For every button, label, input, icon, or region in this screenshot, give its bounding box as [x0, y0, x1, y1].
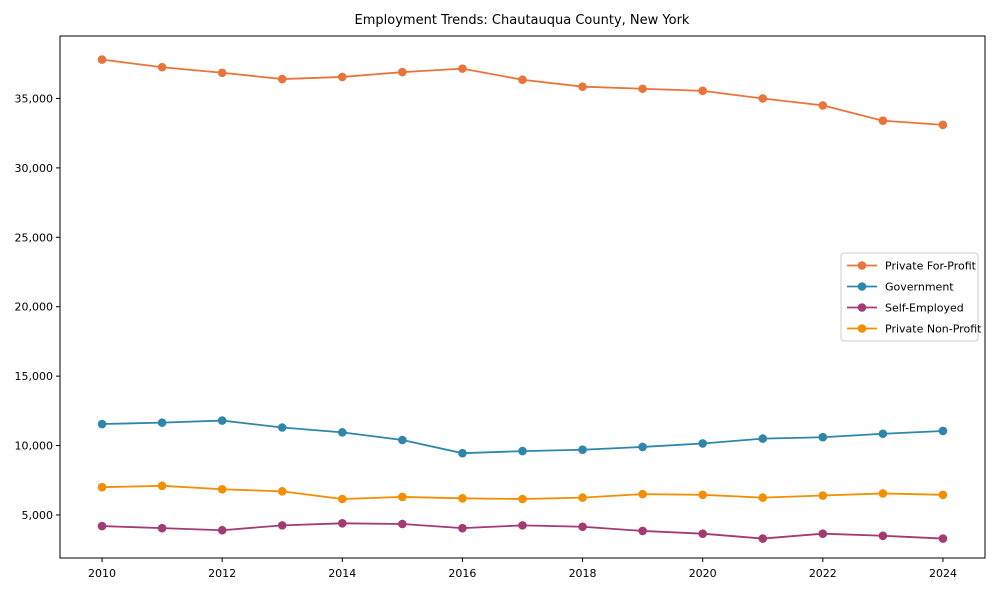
series-marker-private-for-profit [157, 62, 167, 72]
series-marker-private-for-profit [878, 116, 888, 125]
series-marker-self-employed [638, 526, 647, 536]
y-tick-label: 5,000 [22, 509, 54, 522]
legend-label-government: Government [885, 281, 954, 294]
chart-title: Employment Trends: Chautauqua County, Ne… [355, 13, 690, 28]
series-marker-private-non-profit [638, 489, 647, 499]
series-marker-government [398, 435, 407, 445]
y-tick-label: 30,000 [15, 162, 54, 175]
series-marker-private-for-profit [518, 75, 527, 85]
series-marker-private-non-profit [938, 490, 948, 500]
series-marker-private-for-profit [698, 86, 707, 96]
series-marker-private-non-profit [518, 494, 527, 504]
y-tick-label: 15,000 [15, 370, 54, 383]
series-marker-private-for-profit [97, 55, 107, 64]
x-tick-label: 2024 [929, 567, 957, 580]
series-marker-government [458, 448, 467, 458]
plot-area: 5,000 10,000 15,000 20,000 25,000 30,000 35,00… [15, 35, 986, 580]
series-marker-government [338, 428, 347, 437]
series-marker-private-non-profit [578, 493, 587, 502]
legend-marker-private-non-profit [857, 324, 867, 333]
x-tick-label: 2022 [809, 567, 837, 580]
x-tick-label: 2014 [328, 567, 356, 580]
series-marker-private-for-profit [277, 74, 287, 84]
series-marker-private-for-profit [578, 82, 587, 91]
series-marker-private-non-profit [458, 494, 467, 503]
legend-marker-private-for-profit [857, 261, 867, 270]
x-tick-label: 2010 [88, 567, 116, 580]
series-marker-private-non-profit [818, 491, 828, 500]
series-marker-government [277, 423, 287, 432]
legend-marker-self-employed [857, 303, 867, 312]
series-marker-private-for-profit [217, 68, 227, 78]
plot-frame [59, 35, 986, 559]
series-marker-private-non-profit [97, 482, 107, 492]
x-tick-label: 2012 [208, 567, 236, 580]
series-marker-private-for-profit [638, 84, 647, 94]
series-marker-self-employed [758, 534, 768, 543]
series-marker-self-employed [97, 521, 107, 531]
series-marker-private-non-profit [878, 489, 888, 498]
series-marker-self-employed [578, 522, 587, 532]
series-marker-private-non-profit [338, 494, 347, 504]
series-marker-self-employed [458, 523, 467, 533]
series-marker-private-for-profit [338, 72, 347, 82]
series-marker-self-employed [818, 529, 828, 539]
series-marker-government [217, 416, 227, 425]
y-tick-label: 10,000 [15, 440, 54, 453]
series-marker-government [638, 442, 647, 452]
legend-label-private-for-profit: Private For-Profit [885, 260, 977, 273]
series-marker-private-for-profit [398, 67, 407, 77]
series-marker-private-for-profit [818, 101, 828, 110]
legend-marker-government [857, 282, 867, 291]
series-marker-self-employed [217, 525, 227, 535]
series-marker-self-employed [878, 531, 888, 541]
series-marker-government [518, 446, 527, 456]
series-marker-private-non-profit [217, 484, 227, 494]
series-marker-self-employed [277, 521, 287, 530]
series-marker-government [97, 419, 107, 429]
y-tick-label: 25,000 [15, 231, 54, 244]
legend-label-self-employed: Self-Employed [885, 302, 964, 315]
series-marker-government [758, 434, 768, 443]
series-marker-government [818, 432, 828, 442]
series-marker-private-non-profit [277, 487, 287, 496]
x-tick-label: 2016 [448, 567, 476, 580]
series-marker-government [578, 445, 587, 455]
series-marker-government [878, 429, 888, 439]
legend-box [840, 252, 979, 342]
series-marker-private-non-profit [698, 490, 707, 500]
series-marker-self-employed [938, 534, 948, 543]
series-marker-self-employed [157, 523, 167, 533]
x-tick-label: 2020 [689, 567, 717, 580]
x-tick-label: 2018 [569, 567, 597, 580]
series-marker-private-for-profit [938, 120, 948, 130]
series-marker-private-for-profit [758, 94, 768, 103]
series-marker-government [698, 439, 707, 448]
series-marker-government [157, 418, 167, 427]
series-marker-private-non-profit [758, 493, 768, 502]
series-marker-self-employed [338, 518, 347, 528]
series-marker-government [938, 426, 948, 436]
series-marker-private-for-profit [458, 64, 467, 73]
series-marker-private-non-profit [398, 492, 407, 502]
y-tick-label: 35,000 [15, 92, 54, 105]
series-marker-self-employed [398, 519, 407, 529]
series-marker-private-non-profit [157, 481, 167, 491]
series-line-private-for-profit [101, 58, 944, 126]
series-marker-self-employed [518, 521, 527, 530]
series-marker-self-employed [698, 529, 707, 539]
legend-label-private-non-profit: Private Non-Profit [885, 323, 982, 336]
y-tick-label: 20,000 [15, 301, 54, 314]
